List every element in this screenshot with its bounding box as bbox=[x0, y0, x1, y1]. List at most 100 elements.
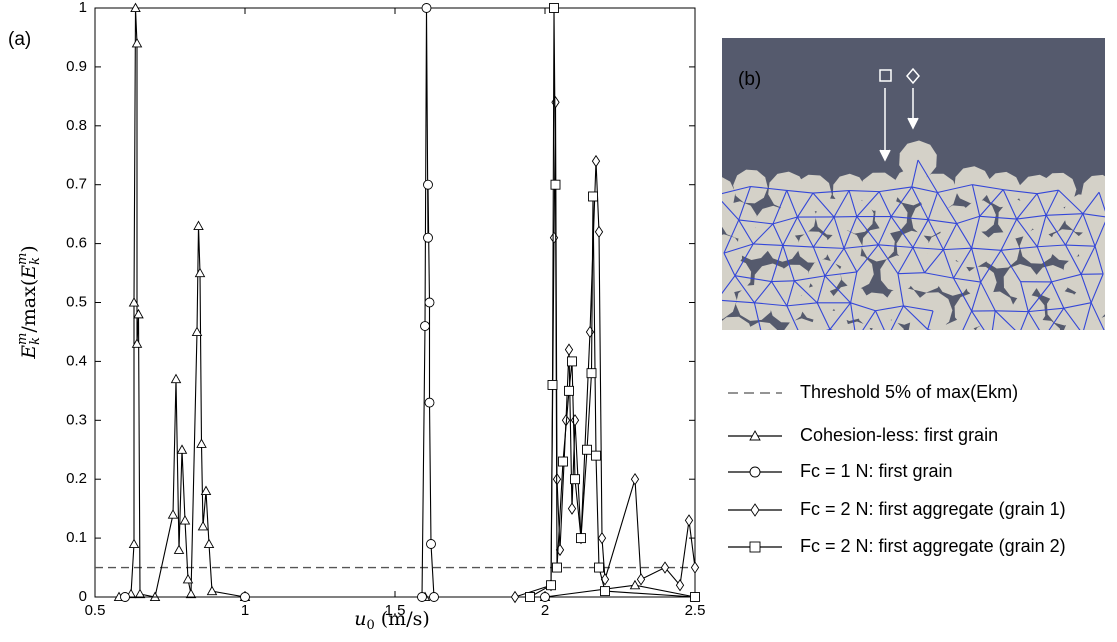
y-label-part: ) bbox=[18, 245, 40, 252]
y-label-part: m bbox=[15, 333, 30, 345]
marker bbox=[427, 539, 436, 548]
y-label-part: E bbox=[18, 345, 40, 360]
x-tick-label: 1.5 bbox=[385, 602, 406, 619]
marker bbox=[586, 327, 593, 338]
marker bbox=[592, 451, 601, 460]
marker bbox=[187, 590, 196, 598]
marker bbox=[637, 574, 644, 585]
contact-line bbox=[801, 329, 830, 337]
marker bbox=[133, 39, 142, 47]
marker bbox=[598, 533, 605, 544]
marker bbox=[418, 593, 427, 602]
marker bbox=[425, 298, 434, 307]
legend-label: Threshold 5% of max(Ekm) bbox=[800, 382, 1018, 402]
marker bbox=[631, 474, 638, 485]
series-line bbox=[125, 8, 695, 597]
x-label-part: 0 bbox=[366, 618, 374, 633]
marker bbox=[551, 180, 560, 189]
marker bbox=[511, 592, 518, 603]
marker bbox=[691, 593, 700, 602]
series-line bbox=[530, 8, 695, 597]
y-tick-label: 0.9 bbox=[66, 58, 87, 75]
marker bbox=[595, 226, 602, 237]
series-line bbox=[515, 102, 695, 597]
marker bbox=[571, 415, 578, 426]
series-line bbox=[119, 8, 695, 597]
marker bbox=[424, 180, 433, 189]
marker bbox=[172, 375, 181, 383]
contact-line bbox=[830, 329, 856, 340]
marker bbox=[583, 445, 592, 454]
panel-label: (b) bbox=[738, 69, 761, 90]
y-tick-label: 0.8 bbox=[66, 117, 87, 134]
marker bbox=[169, 510, 178, 518]
marker bbox=[568, 357, 577, 366]
x-tick-label: 2 bbox=[541, 602, 549, 619]
y-label-part: k bbox=[28, 337, 43, 345]
marker bbox=[205, 539, 214, 547]
marker bbox=[425, 398, 434, 407]
marker bbox=[421, 322, 430, 331]
x-tick-label: 1 bbox=[241, 602, 249, 619]
marker bbox=[571, 475, 580, 484]
marker bbox=[750, 467, 760, 477]
y-tick-label: 0.5 bbox=[66, 293, 87, 310]
marker bbox=[241, 593, 250, 602]
y-label-part: m bbox=[15, 253, 30, 265]
marker bbox=[208, 587, 217, 595]
y-tick-label: 1 bbox=[79, 0, 87, 16]
marker bbox=[526, 593, 535, 602]
y-tick-label: 0 bbox=[79, 588, 87, 605]
grain bbox=[714, 317, 754, 355]
marker bbox=[565, 344, 572, 355]
marker bbox=[194, 221, 203, 229]
marker bbox=[175, 545, 184, 553]
marker bbox=[548, 380, 557, 389]
marker bbox=[547, 581, 556, 590]
marker bbox=[424, 233, 433, 242]
contact-line bbox=[856, 337, 887, 340]
legend-label: Fc = 1 N: first grain bbox=[800, 461, 953, 481]
marker bbox=[550, 4, 559, 13]
marker bbox=[685, 515, 692, 526]
marker bbox=[197, 439, 206, 447]
marker bbox=[631, 581, 640, 589]
marker bbox=[422, 4, 431, 13]
marker bbox=[134, 310, 143, 318]
marker bbox=[552, 97, 559, 108]
marker bbox=[121, 593, 130, 602]
y-tick-label: 0.3 bbox=[66, 411, 87, 428]
panel-label: (a) bbox=[8, 29, 31, 50]
y-tick-label: 0.6 bbox=[66, 235, 87, 252]
contact-line bbox=[1019, 334, 1044, 338]
marker bbox=[750, 542, 760, 552]
x-label-part: u bbox=[354, 608, 366, 630]
marker bbox=[130, 539, 139, 547]
marker bbox=[592, 156, 599, 167]
y-label-part: k bbox=[28, 257, 43, 265]
y-label-part: E bbox=[18, 265, 40, 280]
contact-line bbox=[928, 329, 959, 339]
marker bbox=[430, 593, 439, 602]
y-tick-label: 0.1 bbox=[66, 529, 87, 546]
contact-line bbox=[991, 334, 1019, 340]
contact-line bbox=[959, 339, 991, 340]
x-tick-label: 2.5 bbox=[685, 602, 706, 619]
marker bbox=[178, 445, 187, 453]
marker bbox=[691, 562, 698, 573]
legend-label: Fc = 2 N: first aggregate (grain 1) bbox=[800, 499, 1066, 519]
marker bbox=[751, 504, 759, 516]
y-label-part: /max( bbox=[18, 279, 40, 333]
marker bbox=[181, 516, 190, 524]
marker bbox=[601, 587, 610, 596]
y-axis-label: Ekm/max(Ekm) bbox=[15, 245, 43, 359]
contact-line bbox=[734, 336, 763, 338]
marker bbox=[565, 386, 574, 395]
y-tick-label: 0.2 bbox=[66, 470, 87, 487]
marker bbox=[559, 457, 568, 466]
marker bbox=[568, 503, 575, 514]
marker bbox=[589, 192, 598, 201]
y-tick-label: 0.4 bbox=[66, 352, 87, 369]
x-tick-label: 0.5 bbox=[85, 602, 106, 619]
